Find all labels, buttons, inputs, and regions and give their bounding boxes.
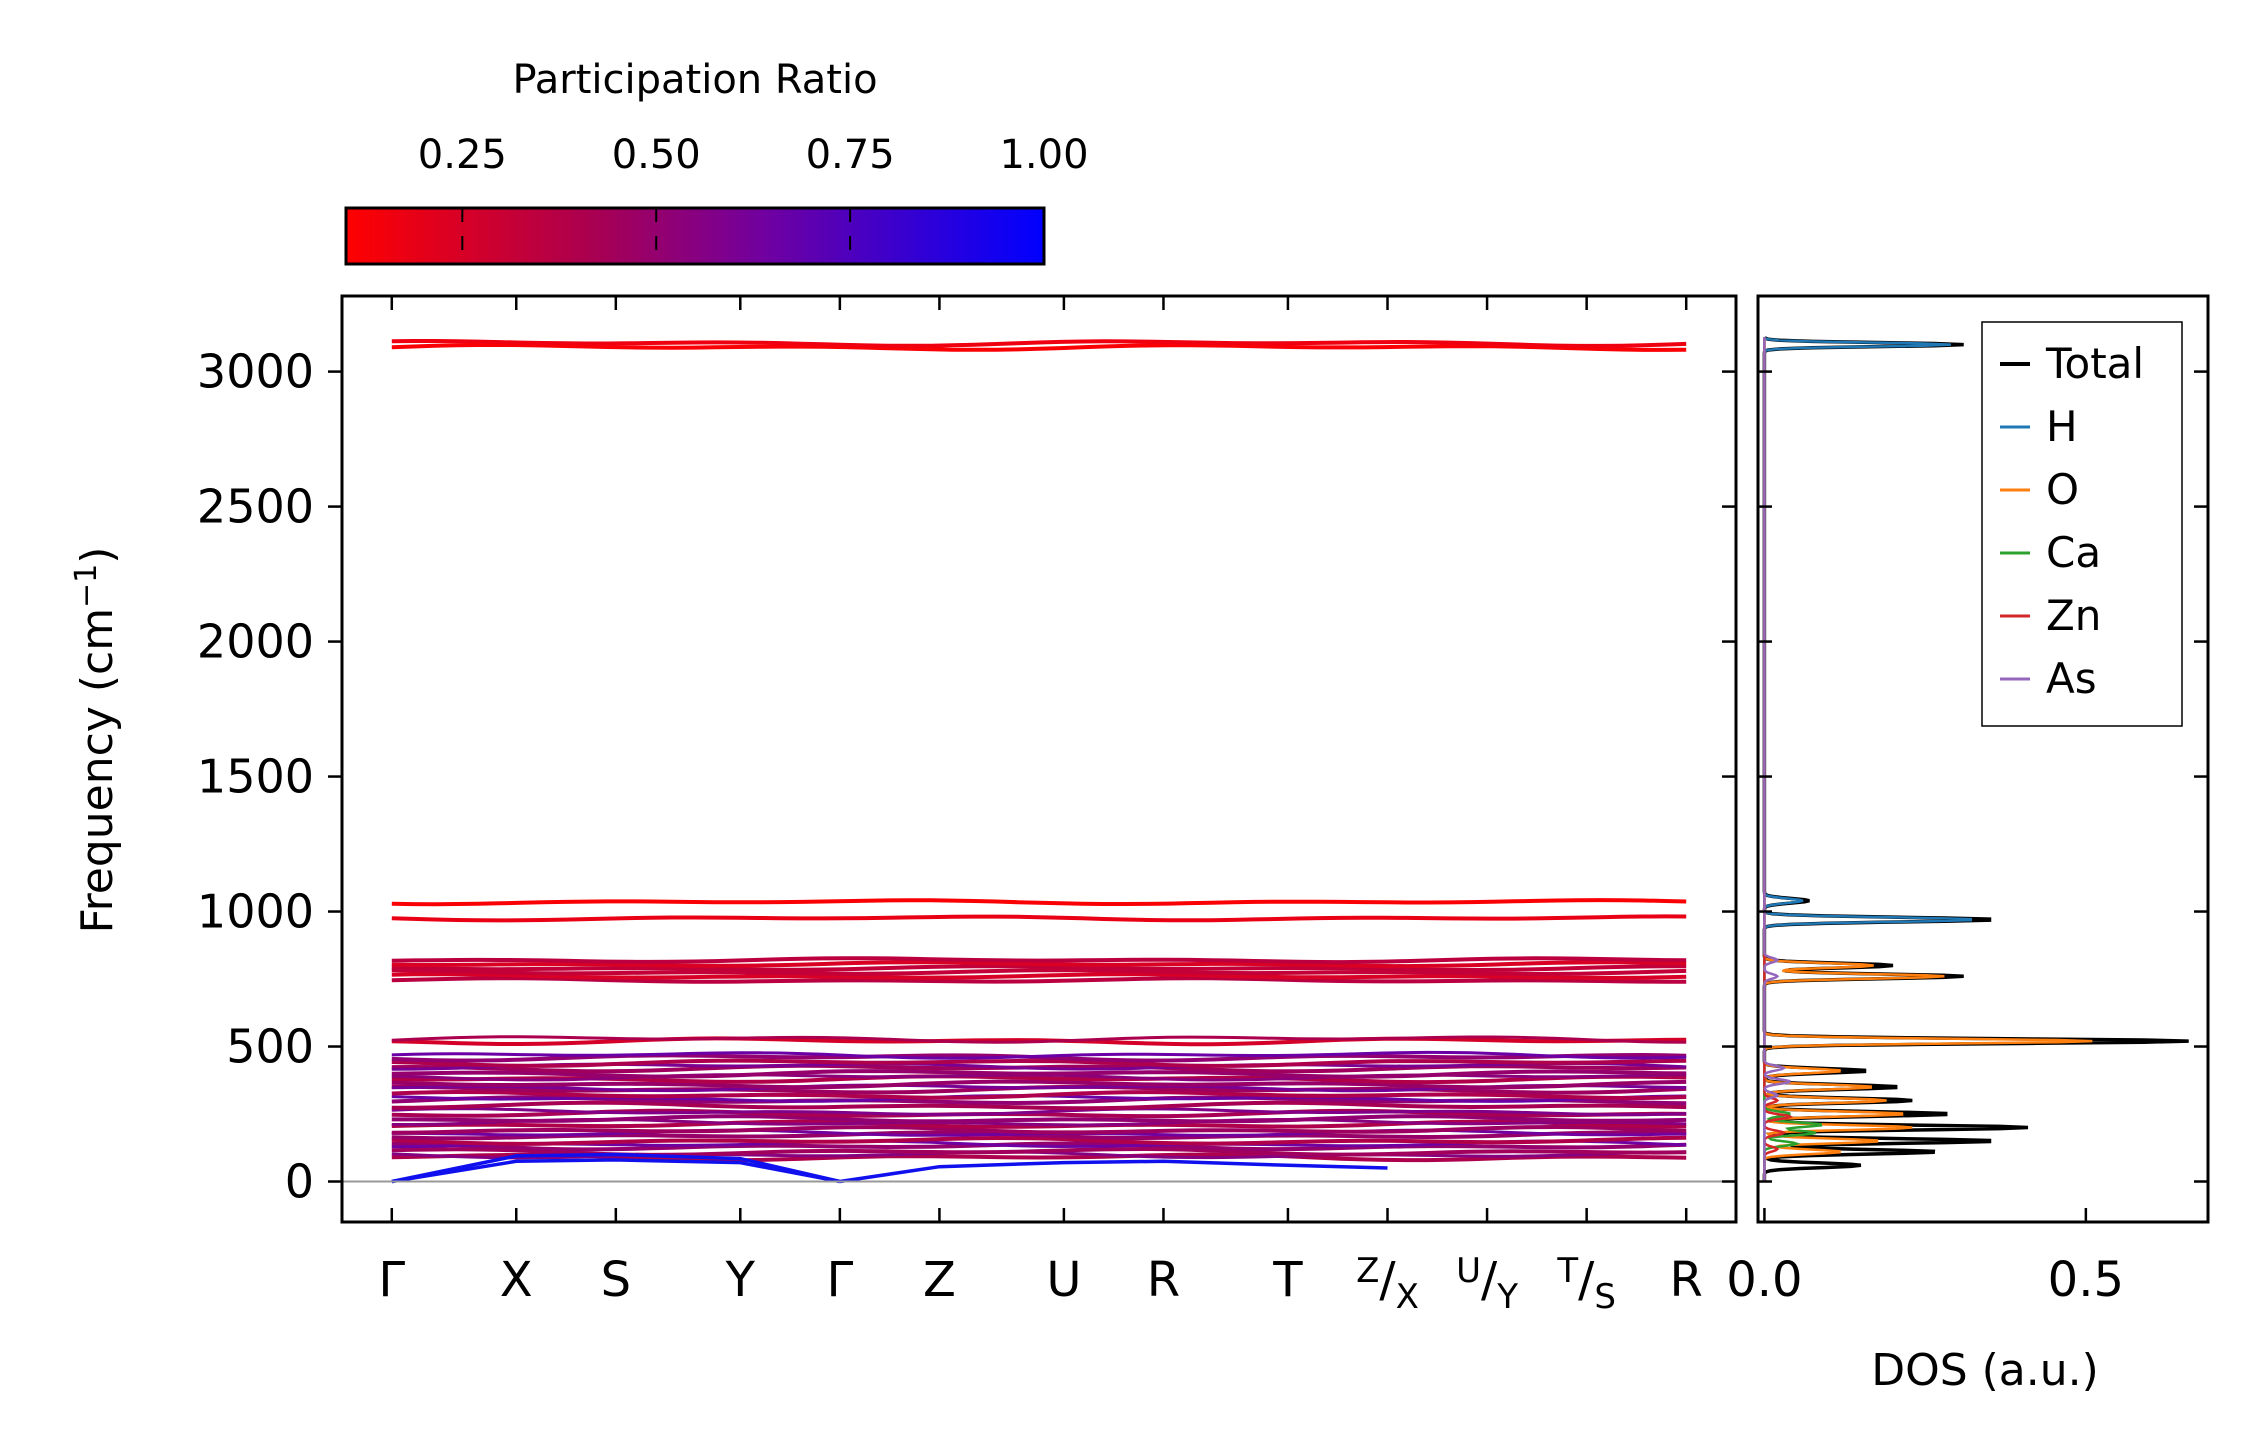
phonon-band <box>391 1114 1687 1124</box>
phonon-band <box>391 914 1687 923</box>
dos-plot-frame <box>1756 294 2210 1224</box>
phonon-band <box>391 1079 1687 1090</box>
k-point-label: T/S <box>1556 1251 1616 1317</box>
y-tick-label: 1000 <box>197 885 314 939</box>
k-point-label: U/Y <box>1456 1251 1518 1317</box>
legend-label-h: H <box>2046 402 2078 451</box>
legend: Total HO Ca Zn As <box>1981 321 2183 727</box>
phonon-band <box>391 956 1687 965</box>
y-axis-label: Frequency (cm−1) <box>69 547 123 934</box>
legend-frame <box>1981 321 2183 727</box>
colorbar-tick-label: 0.50 <box>612 132 701 178</box>
y-tick-label: 0 <box>285 1155 314 1209</box>
phonon-band <box>391 1035 1687 1044</box>
phonon-band <box>391 960 1687 969</box>
dos-x-tick-label: 0.5 <box>2048 1252 2124 1308</box>
k-point-label: U <box>1046 1252 1081 1308</box>
k-point-label: R <box>1147 1252 1180 1308</box>
colorbar-title: Participation Ratio <box>512 57 877 103</box>
phonon-band <box>391 976 1687 984</box>
dos-curve-ca <box>1763 337 1823 1182</box>
phonon-band <box>391 1107 1687 1117</box>
x-axis-label: DOS (a.u.) <box>1871 1345 2099 1396</box>
dos-x-tick-label: 0.0 <box>1726 1252 1802 1308</box>
legend-label-as: As <box>2046 654 2097 703</box>
colorbar-tick-label: 0.75 <box>806 132 895 178</box>
k-point-label: Γ <box>378 1252 405 1308</box>
k-point-label: R <box>1670 1252 1703 1308</box>
k-point-label: Z <box>923 1252 956 1308</box>
phonon-band <box>391 972 1687 980</box>
k-point-label: X <box>500 1252 533 1308</box>
phonon-band <box>391 964 1687 973</box>
phonon-band <box>391 968 1687 977</box>
phonon-band <box>391 343 1687 352</box>
phonon-band <box>391 898 1687 907</box>
y-tick-label: 3000 <box>197 345 314 399</box>
k-point-label: Z/X <box>1356 1251 1419 1317</box>
acoustic-band <box>391 1152 841 1184</box>
band-structure-panel: 0 500 1000 1500 2000 2500 3000 Γ X S Y Γ Z U R T Z/X U/Y… <box>69 294 1738 1317</box>
acoustic-band <box>391 1158 841 1184</box>
colorbar-tick-label: 0.25 <box>418 132 507 178</box>
legend-label-zn: Zn <box>2046 591 2101 640</box>
dos-curve-h <box>1763 336 1973 1182</box>
dos-curve-as <box>1763 337 1791 1182</box>
y-axis-label-sup: −1 <box>69 564 104 608</box>
y-tick-label: 500 <box>226 1020 314 1074</box>
phonon-band <box>391 1119 1687 1129</box>
acoustic-band <box>839 1159 1388 1184</box>
y-tick-label: 1500 <box>197 750 314 804</box>
phonon-band <box>391 339 1687 348</box>
legend-label-total: Total <box>2045 339 2144 388</box>
dos-curve-zn <box>1763 337 1794 1182</box>
colorbar-tick-label: 1.00 <box>999 132 1088 178</box>
phonon-band <box>391 1100 1687 1111</box>
band-plot-frame <box>340 294 1738 1224</box>
phonon-band <box>391 1141 1687 1152</box>
colorbar-gradient <box>344 206 1046 266</box>
k-point-label: Γ <box>826 1252 853 1308</box>
k-point-label: Y <box>725 1252 756 1308</box>
phonon-band <box>391 1130 1687 1141</box>
legend-label-ca: Ca <box>2046 528 2101 577</box>
phonon-band <box>391 1124 1687 1135</box>
phonon-band <box>391 1069 1687 1079</box>
y-axis-label-close: ) <box>72 547 123 564</box>
y-tick-label: 2000 <box>197 615 314 669</box>
phonon-band <box>391 1089 1687 1100</box>
phonon-band <box>391 1135 1687 1146</box>
colorbar: Participation Ratio 0.25 0.50 0.75 1.00 <box>344 57 1089 266</box>
dos-panel: 0.0 0.5 DOS (a.u.) Total HO Ca Zn As <box>1726 294 2210 1396</box>
y-tick-label: 2500 <box>197 480 314 534</box>
phonon-band <box>391 1050 1687 1060</box>
k-point-label: S <box>601 1252 631 1308</box>
phonon-band <box>391 1058 1687 1068</box>
legend-label-o: O <box>2046 465 2079 514</box>
k-point-label: T <box>1272 1252 1303 1308</box>
